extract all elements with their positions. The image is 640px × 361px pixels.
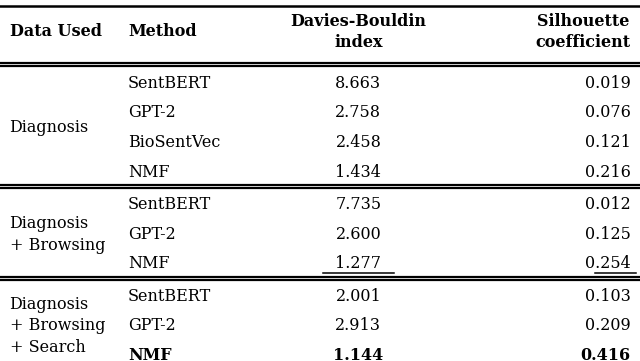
Text: Diagnosis
+ Browsing
+ Search: Diagnosis + Browsing + Search [10,296,105,356]
Text: SentBERT: SentBERT [128,288,211,305]
Text: SentBERT: SentBERT [128,75,211,92]
Text: Diagnosis
+ Browsing: Diagnosis + Browsing [10,215,105,253]
Text: 2.758: 2.758 [335,104,381,122]
Text: Diagnosis: Diagnosis [10,119,89,136]
Text: BioSentVec: BioSentVec [128,134,220,151]
Text: 0.209: 0.209 [585,317,630,335]
Text: NMF: NMF [128,255,170,273]
Text: GPT-2: GPT-2 [128,104,176,122]
Text: 8.663: 8.663 [335,75,381,92]
Text: 0.121: 0.121 [584,134,630,151]
Text: NMF: NMF [128,347,172,361]
Text: Data Used: Data Used [10,23,102,40]
Text: 1.434: 1.434 [335,164,381,181]
Text: 0.216: 0.216 [584,164,630,181]
Text: 1.277: 1.277 [335,255,381,273]
Text: 2.458: 2.458 [335,134,381,151]
Text: 7.735: 7.735 [335,196,381,213]
Text: 0.103: 0.103 [584,288,630,305]
Text: 0.012: 0.012 [585,196,630,213]
Text: 0.416: 0.416 [580,347,630,361]
Text: NMF: NMF [128,164,170,181]
Text: 2.600: 2.600 [335,226,381,243]
Text: SentBERT: SentBERT [128,196,211,213]
Text: GPT-2: GPT-2 [128,226,176,243]
Text: Davies-Bouldin
index: Davies-Bouldin index [291,13,426,51]
Text: 2.913: 2.913 [335,317,381,335]
Text: Silhouette
coefficient: Silhouette coefficient [535,13,630,51]
Text: 0.254: 0.254 [585,255,630,273]
Text: 0.076: 0.076 [584,104,630,122]
Text: GPT-2: GPT-2 [128,317,176,335]
Text: 0.019: 0.019 [584,75,630,92]
Text: 1.144: 1.144 [333,347,383,361]
Text: 0.125: 0.125 [584,226,630,243]
Text: 2.001: 2.001 [335,288,381,305]
Text: Method: Method [128,23,196,40]
